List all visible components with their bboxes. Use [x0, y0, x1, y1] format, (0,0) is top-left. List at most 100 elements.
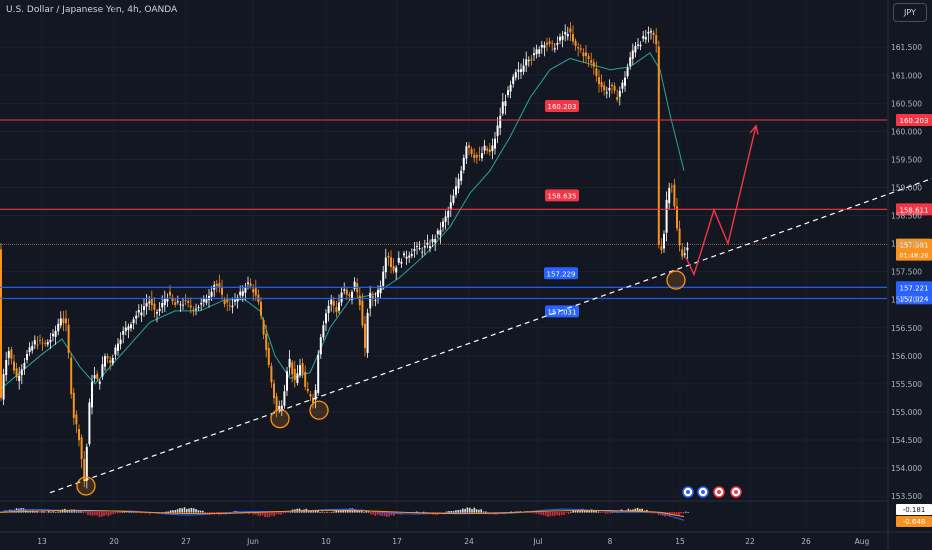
candle-body [390, 257, 392, 268]
level-tag-label: 160.203 [548, 103, 577, 111]
candle-body [595, 68, 598, 76]
candle-body [135, 315, 138, 319]
histogram-bar [307, 510, 310, 513]
candle-body [283, 391, 286, 406]
candle-body [28, 347, 31, 353]
histogram-bar [459, 509, 462, 513]
candle-body [340, 292, 343, 303]
chart-title: U.S. Dollar / Japanese Yen, 4h, OANDA [6, 5, 178, 15]
histogram-bar [531, 512, 533, 514]
candle-body [668, 188, 671, 204]
histogram-bar [107, 512, 110, 517]
histogram-bar [117, 512, 119, 514]
histogram-bar [675, 512, 678, 516]
histogram-bar [287, 512, 289, 513]
histogram-bar [395, 512, 397, 514]
candle-body [291, 362, 294, 375]
histogram-bar [604, 512, 607, 514]
candle-body [553, 48, 556, 50]
histogram-bar [588, 510, 591, 513]
histogram-bar [192, 508, 195, 513]
candle-body [592, 62, 595, 67]
candle-body [670, 186, 673, 188]
candle-body [127, 326, 130, 330]
candle-body [478, 155, 481, 157]
trend-line [49, 177, 932, 494]
currency-button[interactable]: JPY [893, 3, 927, 22]
histogram-bar [393, 512, 395, 516]
candle-body [439, 230, 442, 235]
candle-body [644, 37, 647, 40]
histogram-bar [105, 512, 108, 516]
histogram-bar [491, 512, 494, 514]
histogram-bar [340, 510, 342, 513]
candle-body [75, 414, 78, 425]
histogram-bar [595, 510, 597, 513]
candle-body [345, 289, 348, 295]
candle-body [296, 373, 299, 384]
projection-path [685, 125, 757, 277]
candle-body [535, 49, 538, 55]
candle-body [314, 390, 317, 400]
candle-body [611, 84, 613, 87]
histogram-bar [547, 512, 549, 517]
histogram-bar [388, 512, 390, 517]
candle-body [533, 53, 535, 56]
candle-body [262, 319, 265, 335]
histogram-bar [310, 510, 312, 513]
candle-body [335, 307, 338, 313]
candle-body [184, 300, 187, 302]
candle-body [431, 238, 434, 243]
candle-body [686, 247, 689, 251]
histogram-bar [687, 511, 689, 513]
candle-body [44, 342, 47, 344]
candle-body [122, 331, 125, 335]
histogram-bar [590, 509, 593, 513]
histogram-bar [181, 508, 183, 513]
candle-body [408, 255, 411, 258]
event-flag-icon-dot [686, 490, 690, 494]
histogram-bar [179, 508, 181, 513]
candle-body [205, 299, 208, 303]
candle-body [416, 246, 418, 247]
candle-body [226, 299, 229, 303]
histogram-bar [480, 509, 482, 513]
candle-body [273, 383, 275, 399]
swing-low-circle [666, 270, 686, 290]
histogram-bar [98, 512, 101, 517]
candle-body [491, 145, 494, 152]
candle-body [621, 82, 624, 89]
axis-price-tag-label: 157.221 [900, 284, 929, 292]
histogram-bar [583, 509, 586, 513]
level-tag [545, 100, 579, 113]
indicator-icons [682, 486, 742, 498]
histogram-bar [197, 510, 200, 513]
candle-body [512, 76, 515, 84]
time-tick-label: 22 [745, 537, 755, 546]
price-tick-label: 161.500 [891, 43, 922, 52]
histogram-bar [337, 510, 340, 513]
candle-body [171, 297, 174, 302]
candle-body [5, 360, 8, 376]
countdown-label: 01:48:26 [899, 252, 928, 260]
time-tick-label: Jun [246, 537, 259, 546]
histogram-bar [390, 512, 393, 516]
candle-body [499, 115, 502, 128]
time-tick-label: 13 [37, 537, 47, 546]
time-tick-label: Jul [532, 537, 542, 546]
candle-body [228, 305, 231, 307]
histogram-bar [172, 510, 174, 513]
histogram-bar [671, 512, 673, 515]
histogram-bar [188, 508, 190, 513]
signal-line [0, 509, 685, 518]
candle-body [161, 302, 164, 308]
time-tick-label: 8 [608, 537, 613, 546]
candle-body [36, 344, 39, 346]
candle-body [543, 45, 546, 48]
candle-body [377, 289, 379, 298]
candle-body [423, 246, 426, 248]
histogram-bar [570, 511, 572, 513]
histogram-bar [174, 510, 177, 513]
histogram-bar [586, 510, 588, 513]
